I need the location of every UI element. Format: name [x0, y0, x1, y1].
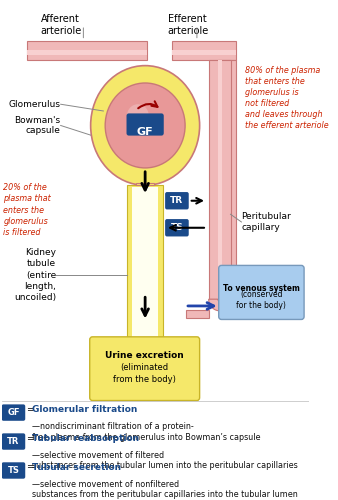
- Text: To venous system: To venous system: [223, 284, 300, 293]
- Text: GF: GF: [137, 127, 153, 137]
- Bar: [136, 184, 154, 186]
- FancyBboxPatch shape: [165, 192, 189, 210]
- Text: Tubular secretion: Tubular secretion: [31, 462, 121, 471]
- Text: GF: GF: [7, 408, 20, 417]
- Polygon shape: [209, 299, 231, 311]
- Text: Urine excretion: Urine excretion: [105, 350, 184, 360]
- Ellipse shape: [91, 66, 200, 186]
- Text: Efferent
arteriole: Efferent arteriole: [167, 14, 209, 36]
- Text: TS: TS: [7, 466, 19, 475]
- Text: 80% of the plasma
that enters the
glomerulus is
not filtered
and leaves through
: 80% of the plasma that enters the glomer…: [245, 66, 329, 130]
- Bar: [172, 40, 236, 60]
- Bar: [218, 60, 236, 309]
- FancyBboxPatch shape: [165, 219, 189, 236]
- Text: —selective movement of filtered
substances from the tubular lumen into the perit: —selective movement of filtered substanc…: [31, 450, 297, 470]
- Text: 20% of the
plasma that
enters the
glomerulus
is filtered: 20% of the plasma that enters the glomer…: [3, 184, 51, 237]
- Bar: [27, 50, 147, 55]
- Text: (conserved
for the body): (conserved for the body): [237, 290, 286, 310]
- Text: Kidney
tubule
(entire
length,
uncoiled): Kidney tubule (entire length, uncoiled): [14, 248, 56, 302]
- FancyBboxPatch shape: [219, 266, 304, 320]
- FancyBboxPatch shape: [2, 404, 25, 421]
- Text: Bowman's
capsule: Bowman's capsule: [15, 116, 61, 135]
- Bar: [127, 186, 163, 340]
- Bar: [186, 310, 209, 318]
- Text: =: =: [26, 434, 34, 442]
- Text: —nondiscriminant filtration of a protein-
free plasma from the glomerulus into B: —nondiscriminant filtration of a protein…: [31, 422, 260, 442]
- Text: TR: TR: [7, 437, 20, 446]
- Text: =: =: [26, 404, 34, 413]
- Text: Glomerular filtration: Glomerular filtration: [31, 404, 137, 413]
- FancyBboxPatch shape: [2, 462, 25, 478]
- Circle shape: [105, 83, 185, 168]
- Text: (eliminated
from the body): (eliminated from the body): [113, 364, 176, 384]
- Text: Tubular reabsorption: Tubular reabsorption: [31, 434, 139, 442]
- Bar: [209, 60, 231, 299]
- FancyBboxPatch shape: [126, 114, 164, 136]
- Text: =: =: [26, 462, 34, 471]
- Bar: [27, 40, 147, 60]
- Bar: [172, 50, 236, 55]
- Text: TR: TR: [170, 196, 184, 205]
- Text: —selective movement of nonfiltered
substances from the peritubular capillaries i: —selective movement of nonfiltered subst…: [31, 480, 297, 500]
- Text: Afferent
arteriole: Afferent arteriole: [40, 14, 81, 36]
- Circle shape: [127, 104, 149, 128]
- FancyBboxPatch shape: [90, 337, 200, 400]
- Bar: [132, 187, 158, 338]
- FancyBboxPatch shape: [2, 434, 25, 450]
- Text: TS: TS: [171, 224, 183, 232]
- Bar: [218, 60, 222, 309]
- Text: Peritubular
capillary: Peritubular capillary: [241, 212, 291, 232]
- Text: Glomerulus: Glomerulus: [9, 100, 61, 108]
